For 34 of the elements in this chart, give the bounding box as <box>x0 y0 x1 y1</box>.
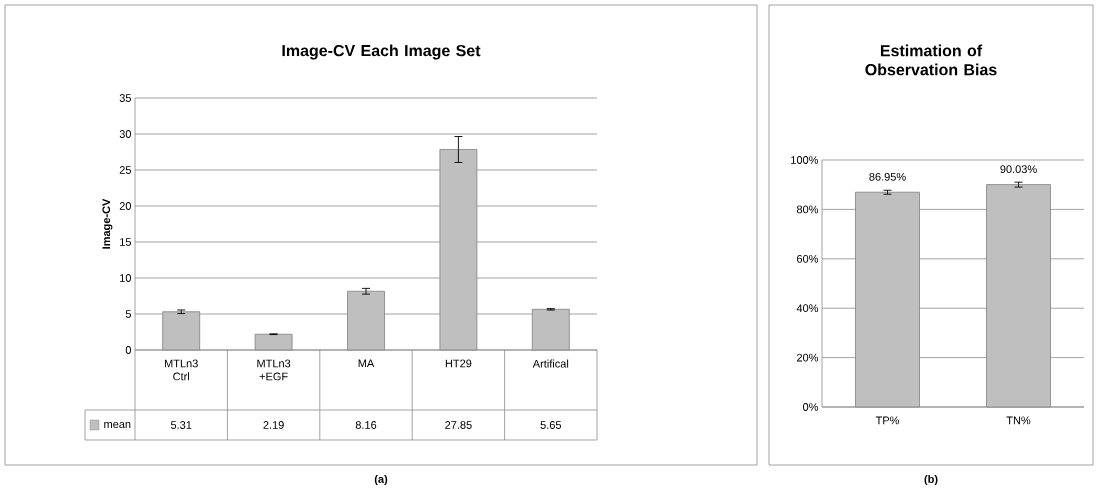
y-axis-title: Image-CV <box>102 198 113 249</box>
y-tick-label: 0 <box>125 346 132 354</box>
y-tick-label: 10 <box>120 274 132 282</box>
chart-title: Estimation of Observation Bias <box>865 44 997 76</box>
x-tick-label: TN% <box>1006 416 1031 425</box>
chart-title: Image-CV Each Image Set <box>282 44 481 60</box>
x-tick-label: MTLn3 +EGF <box>257 359 291 381</box>
x-tick-label: TP% <box>875 416 900 425</box>
y-tick-label: 100% <box>791 156 819 164</box>
y-tick-label: 5 <box>125 310 131 318</box>
data-label: 86.95% <box>869 172 906 181</box>
text: (b) <box>924 474 938 486</box>
data-label: 5.65 <box>540 421 562 429</box>
data-label: 2.19 <box>263 421 284 429</box>
x-tick-label: Artifical <box>532 359 569 368</box>
x-tick-label: HT29 <box>445 359 472 368</box>
legend-label: mean <box>104 421 131 429</box>
x-tick-label: MTLn3 Ctrl <box>164 359 198 381</box>
y-tick-label: 80% <box>796 205 819 214</box>
y-tick-label: 60% <box>797 254 819 263</box>
y-tick-label: 40% <box>796 304 819 313</box>
y-tick-label: 0% <box>803 403 819 411</box>
y-tick-label: 35 <box>119 94 131 102</box>
y-tick-label: 20% <box>797 353 819 362</box>
data-label: 27.85 <box>445 421 472 429</box>
data-label: 8.16 <box>355 421 377 429</box>
text: (a) <box>374 474 388 486</box>
y-tick-label: 25 <box>119 166 131 174</box>
y-tick-label: 15 <box>120 238 131 246</box>
y-tick-label: 30 <box>119 130 132 138</box>
data-label: 90.03% <box>1000 165 1037 174</box>
x-tick-label: MA <box>358 359 375 368</box>
data-label: 5.31 <box>170 421 192 429</box>
y-tick-label: 20 <box>119 202 132 210</box>
